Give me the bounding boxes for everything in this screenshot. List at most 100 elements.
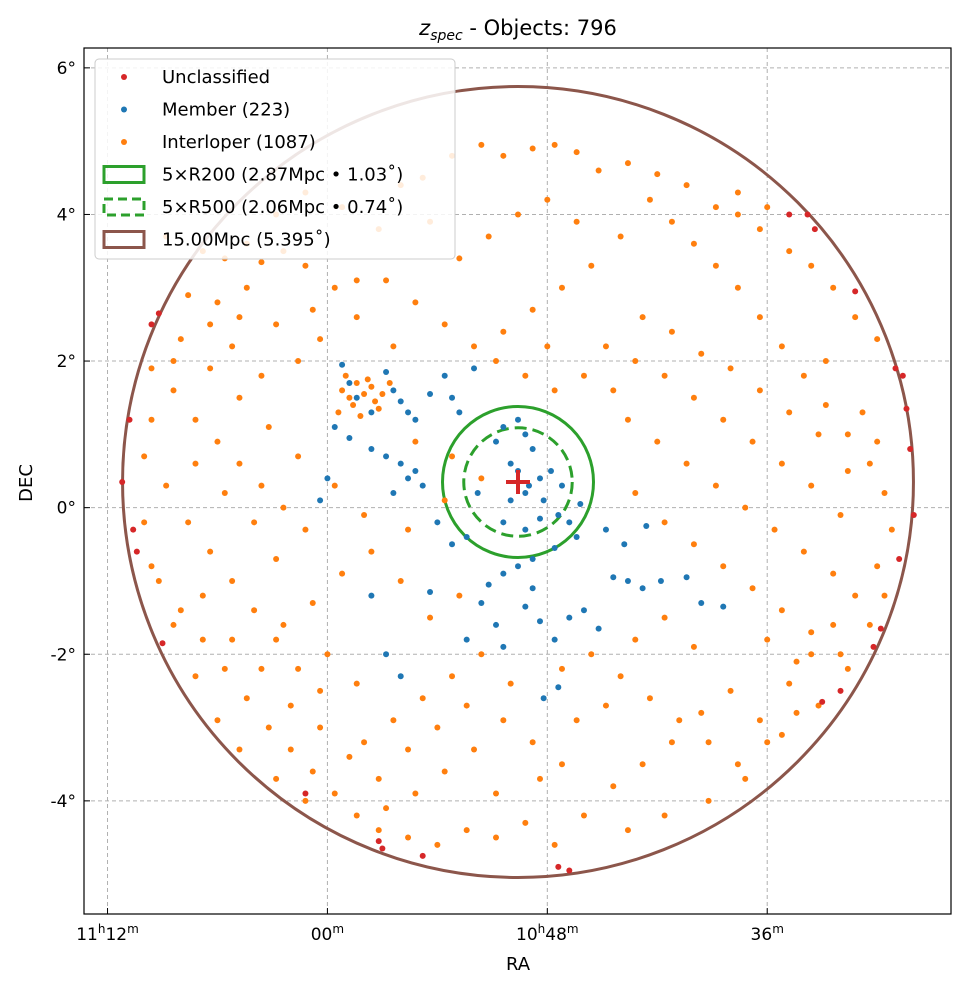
point-1 xyxy=(434,519,441,526)
point-2 xyxy=(646,196,653,203)
point-2 xyxy=(368,548,375,555)
point-2 xyxy=(405,746,412,753)
point-2 xyxy=(720,563,727,570)
point-2 xyxy=(690,643,697,650)
point-2 xyxy=(808,262,815,269)
point-2 xyxy=(632,636,639,643)
legend-marker xyxy=(121,74,127,80)
point-2 xyxy=(350,402,357,409)
legend-label: Unclassified xyxy=(162,67,270,88)
point-2 xyxy=(199,636,206,643)
point-1 xyxy=(529,446,536,453)
point-1 xyxy=(493,438,500,445)
legend-marker xyxy=(102,230,146,249)
point-2 xyxy=(251,519,258,526)
point-2 xyxy=(273,555,280,562)
point-2 xyxy=(734,189,741,196)
point-2 xyxy=(690,541,697,548)
point-2 xyxy=(236,746,243,753)
point-0 xyxy=(892,365,899,372)
point-1 xyxy=(522,431,529,438)
point-2 xyxy=(786,409,793,416)
point-2 xyxy=(372,398,379,405)
point-2 xyxy=(141,519,148,526)
point-1 xyxy=(577,500,584,507)
point-2 xyxy=(287,702,294,709)
point-2 xyxy=(822,402,829,409)
point-1 xyxy=(324,475,331,482)
point-2 xyxy=(800,548,807,555)
point-2 xyxy=(265,724,272,731)
point-1 xyxy=(449,394,456,401)
point-2 xyxy=(419,695,426,702)
point-2 xyxy=(148,416,155,423)
point-2 xyxy=(295,358,302,365)
point-0 xyxy=(419,852,426,859)
point-2 xyxy=(844,665,851,672)
point-2 xyxy=(214,438,221,445)
point-2 xyxy=(302,797,309,804)
point-2 xyxy=(507,680,514,687)
point-2 xyxy=(668,218,675,225)
point-2 xyxy=(456,592,463,599)
point-2 xyxy=(529,739,536,746)
point-2 xyxy=(258,482,265,489)
point-2 xyxy=(844,468,851,475)
point-2 xyxy=(295,665,302,672)
point-0 xyxy=(130,526,137,533)
point-2 xyxy=(449,453,456,460)
point-2 xyxy=(624,416,631,423)
point-1 xyxy=(383,651,390,658)
point-1 xyxy=(412,416,419,423)
point-2 xyxy=(793,709,800,716)
point-2 xyxy=(800,372,807,379)
point-1 xyxy=(536,475,543,482)
point-2 xyxy=(405,834,412,841)
point-2 xyxy=(830,570,837,577)
point-2 xyxy=(764,739,771,746)
point-0 xyxy=(133,548,140,555)
point-2 xyxy=(815,702,822,709)
point-2 xyxy=(258,259,265,266)
legend-marker xyxy=(102,165,146,184)
point-2 xyxy=(170,358,177,365)
point-2 xyxy=(478,475,485,482)
point-2 xyxy=(815,431,822,438)
point-2 xyxy=(580,372,587,379)
point-2 xyxy=(478,651,485,658)
point-2 xyxy=(639,314,646,321)
point-2 xyxy=(273,775,280,782)
point-1 xyxy=(346,435,353,442)
point-2 xyxy=(449,673,456,680)
point-2 xyxy=(405,526,412,533)
point-2 xyxy=(500,152,507,159)
point-2 xyxy=(595,167,602,174)
point-2 xyxy=(588,262,595,269)
point-2 xyxy=(786,680,793,687)
point-1 xyxy=(412,468,419,475)
radius-circle-1 xyxy=(462,426,574,538)
point-2 xyxy=(375,775,382,782)
point-1 xyxy=(558,482,565,489)
point-2 xyxy=(361,511,368,518)
point-1 xyxy=(566,614,573,621)
point-1 xyxy=(463,533,470,540)
point-2 xyxy=(302,262,309,269)
point-2 xyxy=(712,204,719,211)
point-2 xyxy=(764,636,771,643)
point-1 xyxy=(478,599,485,606)
point-2 xyxy=(375,405,382,412)
point-1 xyxy=(383,453,390,460)
point-2 xyxy=(339,570,346,577)
point-2 xyxy=(353,812,360,819)
point-2 xyxy=(346,753,353,760)
point-2 xyxy=(500,328,507,335)
point-2 xyxy=(778,343,785,350)
point-0 xyxy=(896,555,903,562)
point-2 xyxy=(852,592,859,599)
point-1 xyxy=(529,555,536,562)
point-2 xyxy=(493,834,500,841)
point-2 xyxy=(661,812,668,819)
point-1 xyxy=(525,482,532,489)
point-2 xyxy=(734,761,741,768)
